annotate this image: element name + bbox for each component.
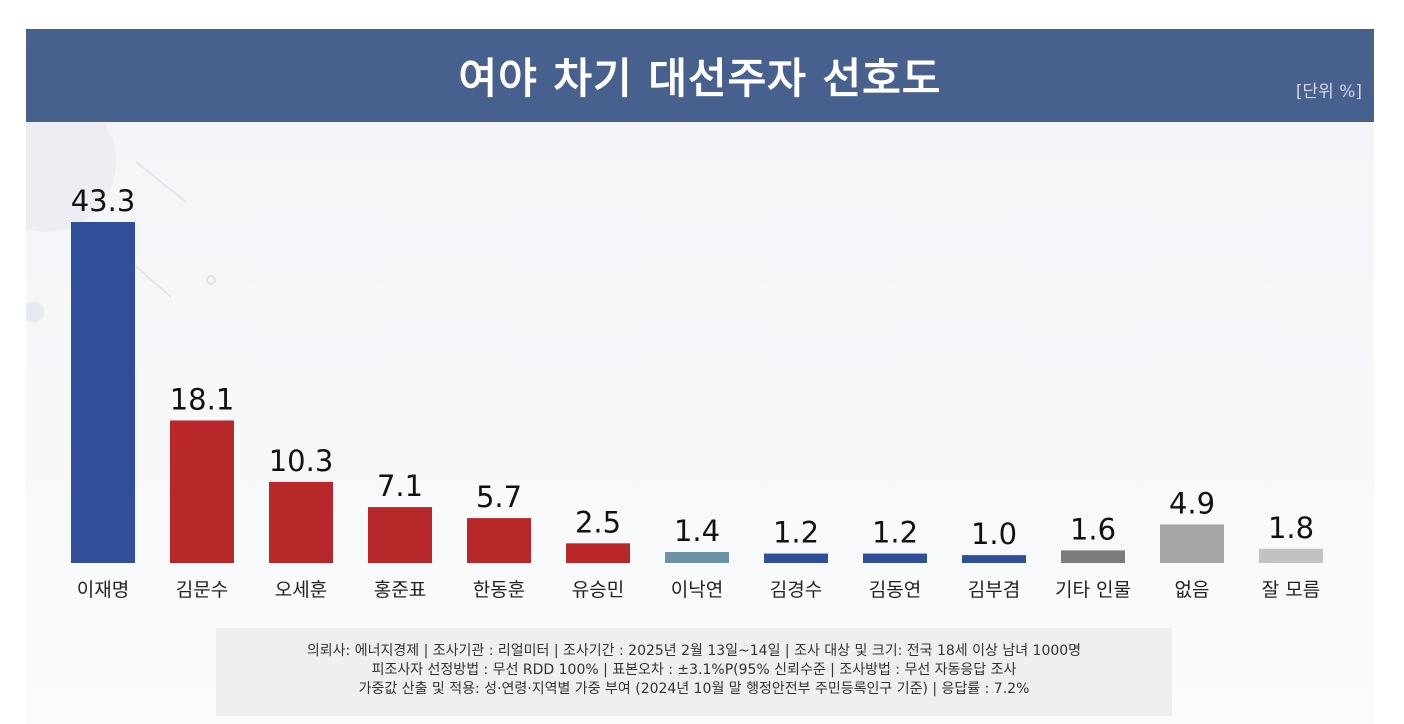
data-label: 43.3 bbox=[71, 184, 136, 218]
data-label: 1.8 bbox=[1268, 511, 1314, 545]
data-label: 1.4 bbox=[674, 514, 720, 548]
category-label: 홍준표 bbox=[374, 579, 426, 601]
bar bbox=[863, 553, 927, 563]
data-label: 7.1 bbox=[377, 469, 423, 503]
bar bbox=[467, 518, 531, 563]
survey-info-line: 가중값 산출 및 적용: 성·연령·지역별 가중 부여 (2024년 10월 말… bbox=[358, 681, 1030, 697]
category-label: 잘 모름 bbox=[1262, 579, 1320, 601]
data-label: 1.6 bbox=[1070, 512, 1116, 546]
bar bbox=[170, 420, 234, 563]
category-label: 없음 bbox=[1175, 579, 1210, 601]
chart-header: 여야 차기 대선주자 선호도 [단위 %] bbox=[26, 29, 1374, 122]
chart-title: 여야 차기 대선주자 선호도 bbox=[458, 54, 942, 103]
bar bbox=[962, 555, 1026, 563]
data-label: 1.2 bbox=[773, 516, 819, 550]
survey-info-line: 피조사자 선정방법 : 무선 RDD 100% | 표본오차 : ±3.1%P(… bbox=[371, 662, 1017, 678]
survey-info-line: 의뢰사: 에너지경제 | 조사기관 : 리얼미터 | 조사기간 : 2025년 … bbox=[306, 643, 1082, 659]
survey-info: 의뢰사: 에너지경제 | 조사기관 : 리얼미터 | 조사기간 : 2025년 … bbox=[216, 628, 1172, 716]
category-label: 김동연 bbox=[869, 579, 921, 601]
data-label: 1.0 bbox=[971, 517, 1017, 551]
bar bbox=[1160, 524, 1224, 563]
category-label: 기타 인물 bbox=[1055, 579, 1131, 601]
data-label: 2.5 bbox=[575, 505, 621, 539]
category-label: 김경수 bbox=[770, 579, 822, 601]
data-label: 1.2 bbox=[872, 516, 918, 550]
bar bbox=[269, 481, 333, 563]
bar bbox=[368, 507, 432, 563]
plot-area bbox=[26, 122, 1374, 724]
category-label: 한동훈 bbox=[473, 579, 525, 601]
category-label: 김부겸 bbox=[968, 579, 1020, 601]
bar bbox=[566, 543, 630, 563]
bar bbox=[71, 222, 135, 563]
bar bbox=[764, 553, 828, 563]
data-label: 4.9 bbox=[1169, 486, 1215, 520]
category-label: 이낙연 bbox=[671, 579, 723, 601]
category-label: 오세훈 bbox=[275, 579, 327, 601]
data-label: 10.3 bbox=[269, 444, 334, 478]
unit-label: [단위 %] bbox=[1295, 82, 1362, 102]
bar bbox=[1259, 548, 1323, 563]
category-label: 유승민 bbox=[572, 579, 624, 601]
category-label: 이재명 bbox=[77, 579, 129, 601]
bar bbox=[1061, 550, 1125, 563]
data-label: 5.7 bbox=[476, 480, 522, 514]
bar bbox=[665, 551, 729, 563]
data-label: 18.1 bbox=[170, 382, 235, 416]
category-label: 김문수 bbox=[176, 579, 228, 601]
